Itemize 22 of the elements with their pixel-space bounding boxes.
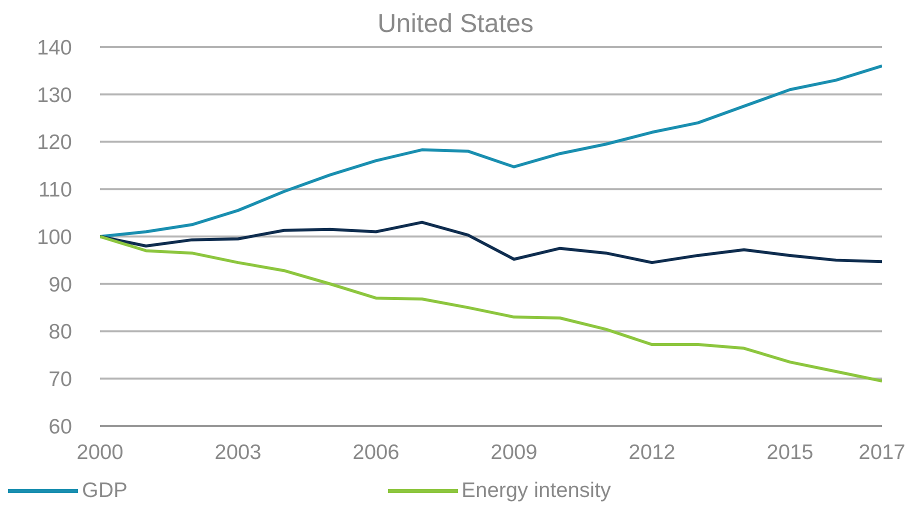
- line-series: [100, 64, 882, 238]
- x-tick-label: 2000: [76, 440, 124, 464]
- y-tick-label: 140: [36, 36, 72, 60]
- y-tick-label: 110: [38, 178, 72, 202]
- x-tick-label: 2003: [214, 440, 262, 464]
- x-tick-label: 2017: [858, 440, 906, 464]
- y-tick-label: 90: [48, 273, 72, 296]
- chart-title: United States: [376, 8, 535, 38]
- y-tick-label: 100: [36, 226, 72, 249]
- x-tick-label: 2012: [628, 440, 676, 464]
- y-tick-label: 80: [48, 320, 72, 344]
- y-tick-label: 130: [36, 84, 72, 107]
- y-tick-label: 120: [36, 131, 72, 154]
- line-series: [100, 235, 882, 382]
- legend-label: GDP: [82, 479, 128, 503]
- legend-label: Energy intensity: [462, 479, 611, 503]
- x-tick-label: 2009: [490, 440, 538, 464]
- y-tick-label: 70: [48, 368, 72, 392]
- line-series: [100, 220, 882, 264]
- x-tick-label: 2015: [766, 440, 814, 464]
- y-tick-label: 60: [48, 415, 72, 438]
- x-tick-label: 2006: [352, 440, 400, 464]
